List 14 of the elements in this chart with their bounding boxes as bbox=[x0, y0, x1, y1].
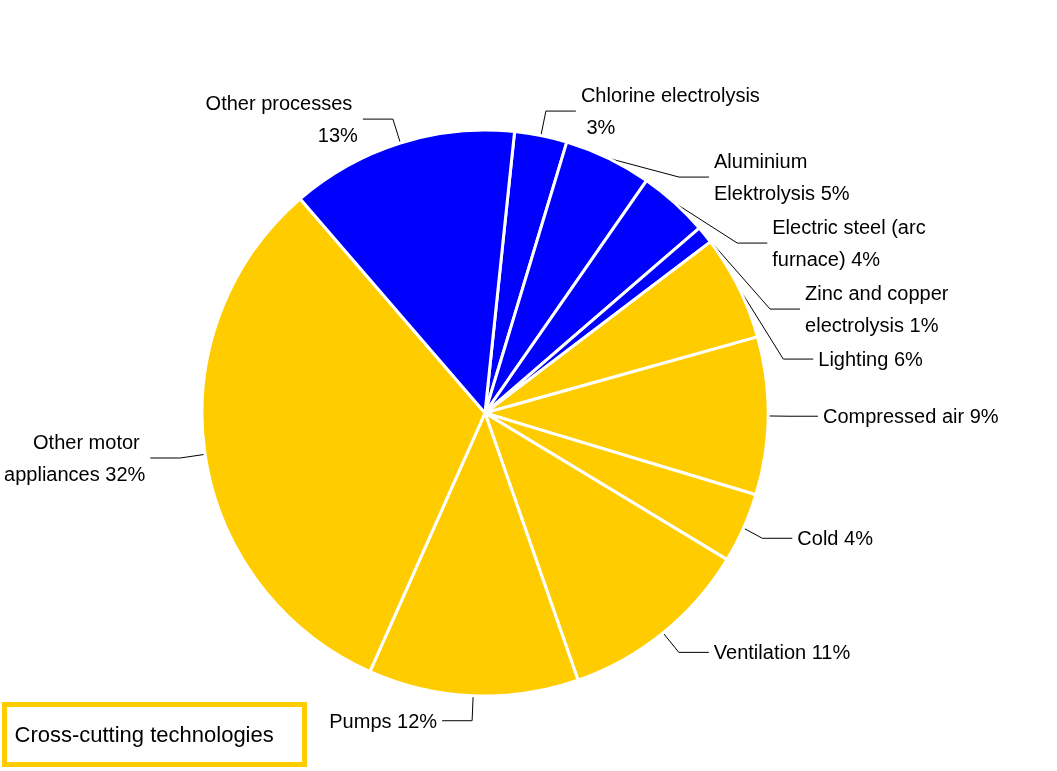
data-label: 3% bbox=[580, 116, 616, 139]
slice-label: Pumps 12% bbox=[329, 709, 438, 732]
slice-label: Aluminium Elektrolysis 5% bbox=[713, 150, 850, 205]
slice-label: Cold 4% bbox=[797, 527, 874, 550]
slice-label: Compressed air 9% bbox=[822, 405, 999, 428]
text: Cross-cutting technologies bbox=[14, 722, 274, 747]
slice-label: Other processes bbox=[205, 92, 358, 115]
data-label: 13% bbox=[317, 124, 359, 147]
slice-label: Chlorine electrolysis bbox=[580, 84, 760, 107]
slice-label: Other motor appliances 32% bbox=[4, 430, 146, 485]
slice-label: Electric steel (arc furnace) 4% bbox=[772, 216, 932, 271]
slice-label: Lighting 6% bbox=[818, 348, 924, 371]
slice-label: Zinc and copper electrolysis 1% bbox=[805, 282, 955, 337]
slice-label: Ventilation 11% bbox=[713, 641, 851, 664]
